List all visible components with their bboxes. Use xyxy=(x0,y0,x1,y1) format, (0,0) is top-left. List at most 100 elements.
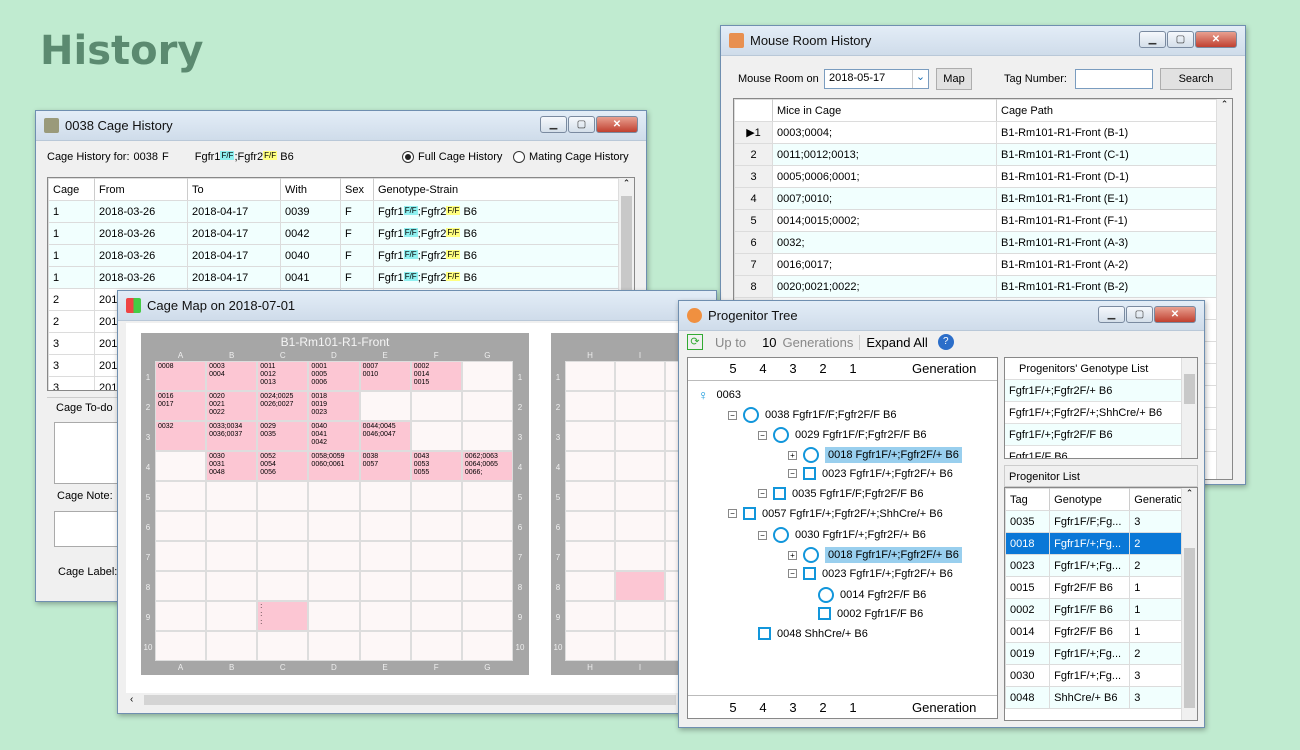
cage-slot[interactable] xyxy=(155,451,207,481)
mating-history-radio[interactable]: Mating Cage History xyxy=(513,151,629,164)
column-header[interactable]: Tag xyxy=(1005,488,1051,511)
scroll-left-icon[interactable]: ‹ xyxy=(130,694,134,705)
minimize-button[interactable]: ▁ xyxy=(1139,31,1166,48)
genotype-list-item[interactable]: Fgfr1F/+;Fgfr2F/+;ShhCre/+ B6 xyxy=(1005,402,1197,424)
cage-slot[interactable] xyxy=(565,451,615,481)
cage-slot[interactable] xyxy=(308,511,360,541)
cage-slot[interactable] xyxy=(257,631,309,661)
cage-slot[interactable] xyxy=(155,601,207,631)
cage-slot[interactable] xyxy=(461,511,513,541)
expand-toggle-icon[interactable]: − xyxy=(728,410,737,420)
table-row[interactable]: 0002 Fgfr1F/F B6 1 xyxy=(1005,598,1197,621)
genotype-list-item[interactable]: Fgfr1F/+;Fgfr2F/+ B6 xyxy=(1005,380,1197,402)
tree-node[interactable]: 0014 Fgfr2F/F B6 xyxy=(818,587,926,603)
scroll-up-icon[interactable]: ⌃ xyxy=(1185,488,1194,498)
tree-node[interactable]: − 0029 Fgfr1F/F;Fgfr2F/F B6 xyxy=(758,427,926,443)
cage-slot[interactable] xyxy=(410,601,462,631)
cage-slot[interactable] xyxy=(461,541,513,571)
cage-slot[interactable] xyxy=(410,541,462,571)
cage-slot[interactable] xyxy=(565,511,615,541)
cage-slot[interactable] xyxy=(565,631,615,661)
cage-slot[interactable] xyxy=(615,511,665,541)
map-button[interactable]: Map xyxy=(936,68,972,90)
cage-slot[interactable] xyxy=(257,571,309,601)
column-header[interactable]: Mice in Cage xyxy=(772,99,997,122)
cage-slot[interactable] xyxy=(206,601,258,631)
cage-slot[interactable] xyxy=(461,361,513,391)
close-button[interactable]: ✕ xyxy=(1195,31,1237,48)
tree-node[interactable]: − 0035 Fgfr1F/F;Fgfr2F/F B6 xyxy=(758,487,923,500)
cage-slot[interactable] xyxy=(308,541,360,571)
table-row[interactable]: 5 0014;0015;0002; B1-Rm101-R1-Front (F-1) xyxy=(734,209,1232,232)
maximize-button[interactable]: ▢ xyxy=(568,116,595,133)
cage-slot[interactable] xyxy=(615,631,665,661)
cage-slot[interactable] xyxy=(615,481,665,511)
tree-node[interactable]: − 0023 Fgfr1F/+;Fgfr2F/+ B6 xyxy=(788,567,953,580)
cage-slot[interactable] xyxy=(565,421,615,451)
cage-slot[interactable] xyxy=(565,541,615,571)
generation-count[interactable]: 10 xyxy=(762,334,777,350)
cage-todo-box[interactable] xyxy=(54,422,124,484)
cage-slot[interactable] xyxy=(615,391,665,421)
cage-slot[interactable] xyxy=(461,571,513,601)
cage-slot[interactable] xyxy=(410,391,462,421)
cage-slot[interactable] xyxy=(257,511,309,541)
table-row[interactable]: 0035 Fgfr1F/F;Fg... 3 xyxy=(1005,510,1197,533)
cage-slot[interactable] xyxy=(155,541,207,571)
scroll-up-icon[interactable]: ⌃ xyxy=(1220,99,1229,109)
cage-slot[interactable]: 0040 0041 0042 xyxy=(308,421,360,451)
table-row[interactable]: 6 0032; B1-Rm101-R1-Front (A-3) xyxy=(734,231,1232,254)
table-row[interactable]: 1 2018-03-26 2018-04-17 0040 F Fgfr1F/F;Fgfr2… xyxy=(48,244,634,267)
cage-slot[interactable] xyxy=(461,421,513,451)
cage-slot[interactable]: 0052 0054 0056 xyxy=(257,451,309,481)
scroll-up-icon[interactable]: ⌃ xyxy=(622,178,631,188)
cage-slot[interactable]: 0043 0053 0055 xyxy=(410,451,462,481)
table-row[interactable]: 0018 Fgfr1F/+;Fg... 2 xyxy=(1005,532,1197,555)
column-header[interactable]: Genotype xyxy=(1049,488,1131,511)
cage-slot[interactable] xyxy=(410,421,462,451)
minimize-button[interactable]: ▁ xyxy=(540,116,567,133)
cage-slot[interactable] xyxy=(615,421,665,451)
table-row[interactable]: 0030 Fgfr1F/+;Fg... 3 xyxy=(1005,664,1197,687)
expand-toggle-icon[interactable]: + xyxy=(788,450,797,460)
expand-toggle-icon[interactable]: − xyxy=(758,530,767,540)
cage-slot[interactable] xyxy=(565,361,615,391)
cage-slot[interactable] xyxy=(257,541,309,571)
tree-node[interactable]: 0048 ShhCre/+ B6 xyxy=(758,627,868,640)
column-header[interactable]: Generation xyxy=(1129,488,1197,511)
table-row[interactable]: 4 0007;0010; B1-Rm101-R1-Front (E-1) xyxy=(734,187,1232,210)
cage-slot[interactable] xyxy=(410,631,462,661)
refresh-icon[interactable]: ⟳ xyxy=(687,334,703,350)
vertical-scrollbar[interactable]: ⌃ xyxy=(1216,99,1232,479)
cage-slot[interactable]: 0038 0057 xyxy=(359,451,411,481)
cage-slot[interactable] xyxy=(410,481,462,511)
cage-slot[interactable]: 0018 0019 0023 xyxy=(308,391,360,421)
cage-slot[interactable] xyxy=(615,601,665,631)
table-row[interactable]: 0048 ShhCre/+ B6 3 xyxy=(1005,686,1197,709)
cage-slot[interactable] xyxy=(461,481,513,511)
table-row[interactable]: 0019 Fgfr1F/+;Fg... 2 xyxy=(1005,642,1197,665)
table-row[interactable]: 8 0020;0021;0022; B1-Rm101-R1-Front (B-2) xyxy=(734,275,1232,298)
expand-toggle-icon[interactable]: − xyxy=(728,509,737,518)
cage-slot[interactable] xyxy=(565,601,615,631)
horizontal-scrollbar[interactable]: ‹ xyxy=(126,693,696,707)
cage-slot[interactable] xyxy=(359,391,411,421)
cage-slot[interactable] xyxy=(155,481,207,511)
maximize-button[interactable]: ▢ xyxy=(1126,306,1153,323)
cage-slot[interactable] xyxy=(155,511,207,541)
tag-number-input[interactable] xyxy=(1075,69,1153,89)
cage-slot[interactable]: 0001 0005 0006 xyxy=(308,361,360,391)
scrollbar-thumb[interactable] xyxy=(1184,374,1195,404)
column-header[interactable]: From xyxy=(94,178,188,201)
scrollbar-thumb[interactable] xyxy=(1184,548,1195,708)
cage-slot[interactable] xyxy=(308,631,360,661)
column-header[interactable]: Sex xyxy=(340,178,374,201)
table-row[interactable]: ▶1 0003;0004; B1-Rm101-R1-Front (B-1) xyxy=(734,121,1232,144)
table-row[interactable]: 0023 Fgfr1F/+;Fg... 2 xyxy=(1005,554,1197,577)
cage-slot[interactable]: : : : xyxy=(257,601,309,631)
tree-node[interactable]: − 0023 Fgfr1F/+;Fgfr2F/+ B6 xyxy=(788,467,953,480)
cage-slot[interactable] xyxy=(410,571,462,601)
cage-slot[interactable] xyxy=(565,481,615,511)
column-header[interactable]: Cage xyxy=(48,178,95,201)
minimize-button[interactable]: ▁ xyxy=(1098,306,1125,323)
